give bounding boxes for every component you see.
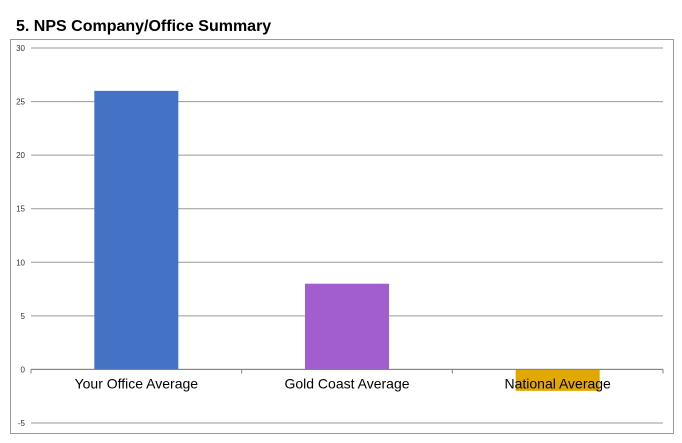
chart-title: 5. NPS Company/Office Summary — [16, 18, 272, 35]
zero-axis — [30, 368, 664, 374]
y-tick-label: 10 — [16, 258, 25, 267]
category-label: National Average — [504, 375, 611, 391]
x-axis-category-labels: Your Office Average Gold Coast Average Nat… — [75, 375, 611, 391]
category-label: Gold Coast Average — [284, 375, 409, 391]
bar-1 — [94, 90, 179, 370]
bar-2 — [305, 283, 389, 370]
y-tick-label: -5 — [18, 419, 26, 428]
category-label: Your Office Average — [75, 375, 199, 391]
y-tick-label: 25 — [16, 98, 25, 107]
y-tick-label: 0 — [21, 365, 26, 374]
y-tick-label: 30 — [16, 44, 25, 53]
y-axis-tick-labels: 30 25 20 15 10 5 0 -5 — [16, 44, 25, 428]
y-tick-label: 5 — [21, 312, 26, 321]
bar-3 — [515, 369, 600, 391]
y-tick-label: 20 — [16, 151, 25, 160]
bars — [94, 90, 600, 391]
y-tick-label: 15 — [16, 205, 25, 214]
